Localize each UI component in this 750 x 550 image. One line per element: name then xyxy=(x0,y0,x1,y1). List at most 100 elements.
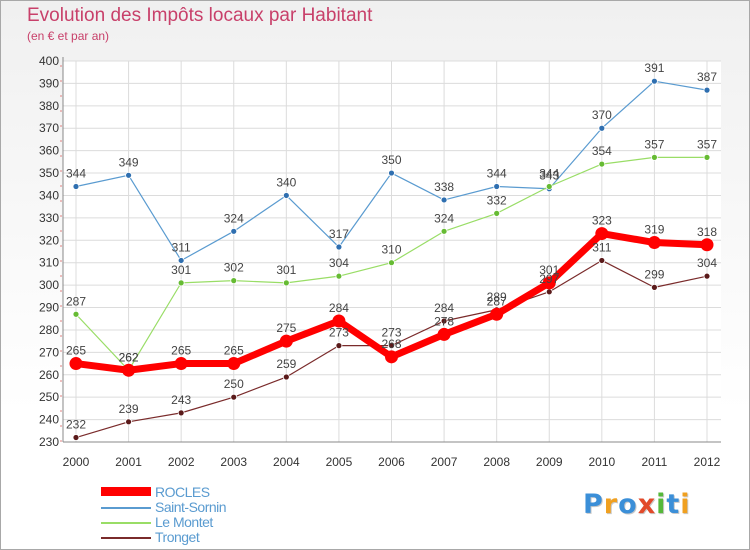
data-point xyxy=(72,310,80,318)
data-label: 332 xyxy=(487,193,507,207)
legend-swatch-rocles xyxy=(101,487,151,496)
y-tick-label: 390 xyxy=(39,76,59,90)
data-point xyxy=(440,227,448,235)
data-label: 357 xyxy=(644,137,664,151)
data-point xyxy=(282,373,290,381)
data-label: 391 xyxy=(644,61,664,75)
data-point xyxy=(493,183,501,190)
data-label: 299 xyxy=(644,267,664,281)
data-point xyxy=(332,314,346,328)
data-point xyxy=(493,209,501,217)
data-point xyxy=(282,192,290,199)
data-label: 289 xyxy=(487,290,507,304)
data-point xyxy=(335,272,343,280)
data-label: 340 xyxy=(276,175,296,189)
data-label: 259 xyxy=(276,357,296,371)
line-chart: 230 240 250 260 270 280 290 300 310 320 330 340 350 3… xyxy=(39,54,721,469)
x-tick-label: 2011 xyxy=(642,455,668,469)
logo-letter: i xyxy=(680,489,691,520)
x-tick-label: 2003 xyxy=(220,455,247,469)
data-label: 317 xyxy=(329,227,349,241)
data-point xyxy=(440,196,448,204)
legend-label-saint-sornin: Saint-Sornin xyxy=(155,499,227,515)
data-label: 311 xyxy=(592,240,611,254)
logo-letter: i xyxy=(656,489,667,520)
data-label: 354 xyxy=(592,144,612,158)
chart-title: Evolution des Impôts locaux par Habitant xyxy=(27,5,373,26)
x-tick-label: 2004 xyxy=(273,455,300,469)
data-point xyxy=(595,227,609,241)
data-point xyxy=(72,434,80,441)
legend-label-rocles: ROCLES xyxy=(155,484,210,500)
y-tick-label: 240 xyxy=(39,413,59,427)
data-point xyxy=(227,357,241,371)
data-label: 273 xyxy=(329,326,349,340)
data-label: 338 xyxy=(434,180,454,194)
data-point xyxy=(437,327,451,341)
data-point xyxy=(177,279,185,287)
data-label: 273 xyxy=(381,326,401,340)
data-label: 284 xyxy=(434,301,454,315)
data-label: 302 xyxy=(224,261,244,275)
data-label: 343 xyxy=(539,169,559,183)
data-point xyxy=(598,257,606,264)
y-tick-label: 260 xyxy=(39,368,59,382)
data-label: 370 xyxy=(592,108,612,122)
x-tick-label: 2012 xyxy=(694,455,721,469)
y-tick-label: 370 xyxy=(39,121,59,135)
x-tick-label: 2008 xyxy=(483,455,510,469)
x-tick-label: 2000 xyxy=(63,455,90,469)
y-tick-label: 280 xyxy=(39,323,59,337)
data-point xyxy=(69,357,83,371)
legend-label-tronget: Tronget xyxy=(155,529,200,545)
data-label: 297 xyxy=(539,272,559,286)
data-label: 357 xyxy=(697,137,717,151)
data-point xyxy=(545,183,553,190)
data-label: 250 xyxy=(224,377,244,391)
data-label: 268 xyxy=(381,337,401,351)
logo-letter: o xyxy=(618,489,638,520)
data-point xyxy=(335,342,343,350)
data-point xyxy=(703,153,711,161)
x-tick-label: 2010 xyxy=(588,455,615,469)
data-label: 275 xyxy=(276,321,296,335)
data-point xyxy=(598,124,606,132)
data-point xyxy=(230,393,238,401)
data-label: 232 xyxy=(66,418,86,432)
data-point xyxy=(388,342,395,350)
logo-letter: P xyxy=(583,489,604,520)
data-point xyxy=(388,259,395,267)
y-tick-label: 380 xyxy=(39,99,59,113)
data-point xyxy=(703,272,711,280)
data-label: 344 xyxy=(66,167,86,181)
x-tick-label: 2006 xyxy=(378,455,405,469)
legend-swatch-le-montet xyxy=(101,522,151,524)
data-label: 310 xyxy=(381,243,401,257)
data-point xyxy=(651,77,658,85)
y-tick-label: 360 xyxy=(39,144,59,158)
proxiti-logo: Proxiti xyxy=(583,489,691,520)
data-label: 349 xyxy=(119,155,139,169)
data-point xyxy=(542,276,556,290)
data-label: 262 xyxy=(119,350,139,364)
data-point xyxy=(279,334,293,348)
y-tick-label: 400 xyxy=(39,54,59,68)
data-point xyxy=(335,243,343,251)
data-label: 265 xyxy=(66,344,86,358)
data-label: 287 xyxy=(66,294,86,308)
data-label: 301 xyxy=(276,263,296,277)
data-point xyxy=(598,160,606,168)
y-tick-label: 230 xyxy=(39,435,59,449)
data-point xyxy=(545,288,553,296)
y-tick-label: 310 xyxy=(39,256,59,270)
y-tick-label: 290 xyxy=(39,301,59,315)
logo-letter: t xyxy=(666,489,681,520)
data-point xyxy=(651,153,658,161)
logo-letter: x xyxy=(637,489,657,520)
y-tick-label: 340 xyxy=(39,188,59,202)
data-label: 304 xyxy=(697,256,717,270)
data-point xyxy=(385,350,398,364)
data-label: 265 xyxy=(224,344,244,358)
y-tick-label: 300 xyxy=(39,278,59,292)
